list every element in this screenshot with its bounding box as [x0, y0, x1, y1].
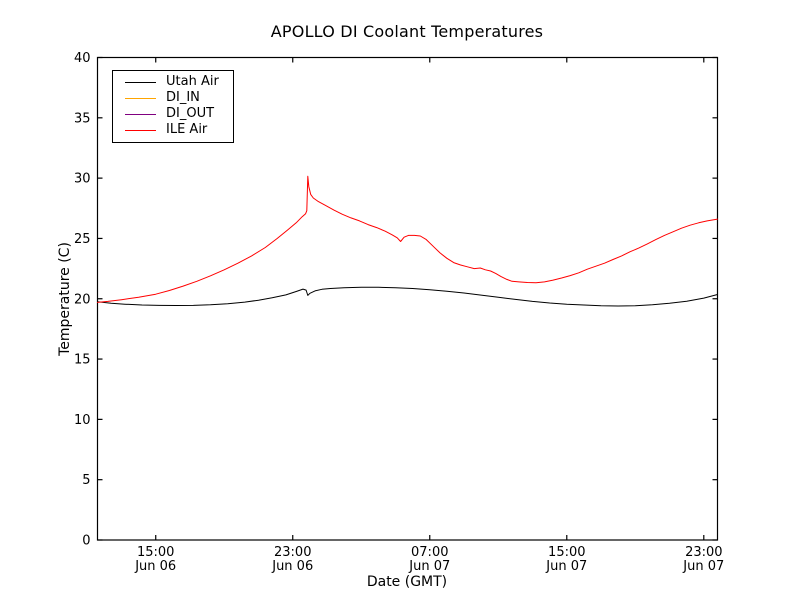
legend-label-utah-air: Utah Air	[166, 74, 219, 89]
x-tick-label-date: Jun 07	[682, 559, 724, 574]
di-out-line-swatch-icon	[125, 113, 156, 115]
x-tick-label-time: 15:00	[548, 545, 585, 560]
series-line-ile-air	[97, 175, 718, 303]
y-axis-label: Temperature (C)	[57, 242, 73, 356]
legend-label-di-in: DI_IN	[166, 90, 200, 105]
x-tick-label-date: Jun 07	[545, 559, 587, 574]
x-tick-label-time: 23:00	[685, 545, 722, 560]
y-tick-label: 0	[82, 534, 90, 549]
x-tick-label-date: Jun 06	[134, 559, 176, 574]
x-tick-label-date: Jun 06	[271, 559, 313, 574]
series-line-utah-air	[97, 286, 718, 307]
legend-label-ile-air: ILE Air	[166, 122, 208, 137]
x-tick-label-time: 15:00	[137, 545, 174, 560]
y-tick-label: 10	[74, 413, 91, 428]
di-in-line-swatch-icon	[125, 97, 156, 99]
legend-entry-ile-air: ILE Air	[113, 122, 233, 138]
y-tick-label: 40	[74, 51, 91, 66]
chart-title: APOLLO DI Coolant Temperatures	[270, 22, 544, 41]
x-tick-label-time: 07:00	[411, 545, 448, 560]
y-tick-label: 5	[82, 473, 90, 488]
y-tick-label: 35	[74, 111, 91, 126]
legend-label-di-out: DI_OUT	[166, 106, 215, 121]
y-tick-label: 20	[74, 292, 91, 307]
y-tick-label: 15	[74, 353, 91, 368]
ile-air-line-swatch-icon	[125, 129, 156, 131]
legend-entry-di-out: DI_OUT	[113, 106, 233, 122]
x-tick-label-time: 23:00	[274, 545, 311, 560]
legend: Utah Air DI_IN DI_OUT ILE Air	[112, 70, 234, 143]
x-axis-label: Date (GMT)	[366, 574, 448, 590]
y-tick-label: 25	[74, 232, 91, 247]
legend-entry-di-in: DI_IN	[113, 90, 233, 106]
utah-air-line-swatch-icon	[125, 81, 156, 83]
x-tick-label-date: Jun 07	[408, 559, 450, 574]
y-tick-label: 30	[74, 172, 91, 187]
legend-entry-utah-air: Utah Air	[113, 74, 233, 90]
